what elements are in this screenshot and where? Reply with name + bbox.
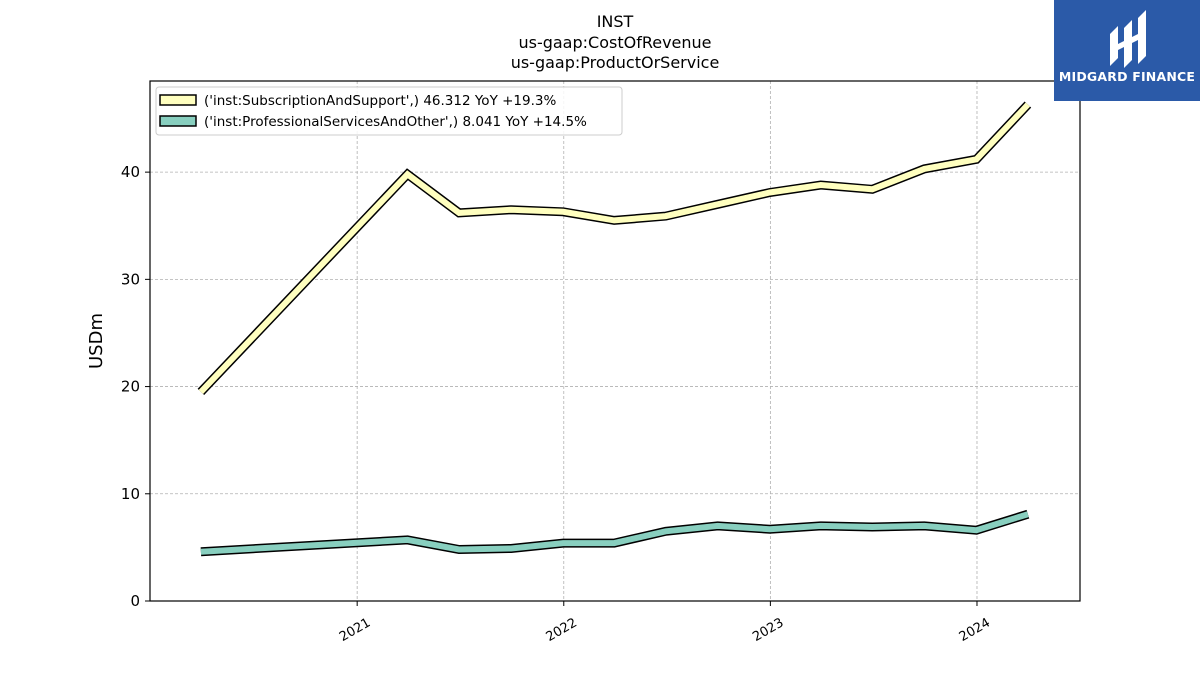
x-tick-label: 2024 <box>957 615 993 645</box>
series-line-1 <box>198 102 1031 394</box>
legend-frame <box>155 86 623 136</box>
legend-swatch-2 <box>159 115 197 127</box>
x-tick-label: 2023 <box>750 615 786 645</box>
plot-frame <box>149 80 1081 602</box>
legend-swatch-1 <box>159 94 197 106</box>
chart-title-line-1: INST <box>597 12 634 31</box>
y-tick-label: 0 <box>130 592 140 610</box>
x-tick-label: 2021 <box>337 615 373 645</box>
x-axis: 2021 2022 2023 2024 <box>337 601 993 645</box>
y-tick-label: 10 <box>121 485 140 503</box>
y-tick-label: 20 <box>121 378 140 396</box>
y-axis-label: USDm <box>86 313 107 369</box>
series-layer <box>197 101 1032 557</box>
logo-text: MIDGARD FINANCE <box>1058 69 1196 84</box>
legend: ('inst:SubscriptionAndSupport',) 46.312 … <box>155 86 623 136</box>
legend-label-2: ('inst:ProfessionalServicesAndOther',) 8… <box>204 114 587 130</box>
logo-mark-icon <box>1110 10 1146 68</box>
x-tick-label: 2022 <box>544 615 580 645</box>
chart-title-line-3: us-gaap:ProductOrService <box>511 53 720 72</box>
y-axis: 0 10 20 30 40 <box>121 163 150 610</box>
legend-label-1: ('inst:SubscriptionAndSupport',) 46.312 … <box>204 93 556 109</box>
brand-logo: MIDGARD FINANCE <box>1054 0 1200 101</box>
y-tick-label: 30 <box>121 270 140 288</box>
chart-title: INST us-gaap:CostOfRevenue us-gaap:Produ… <box>511 12 720 72</box>
series-line-outline-1 <box>197 101 1032 395</box>
series-line-2 <box>200 511 1029 555</box>
chart-title-line-2: us-gaap:CostOfRevenue <box>518 33 711 52</box>
y-tick-label: 40 <box>121 163 140 181</box>
